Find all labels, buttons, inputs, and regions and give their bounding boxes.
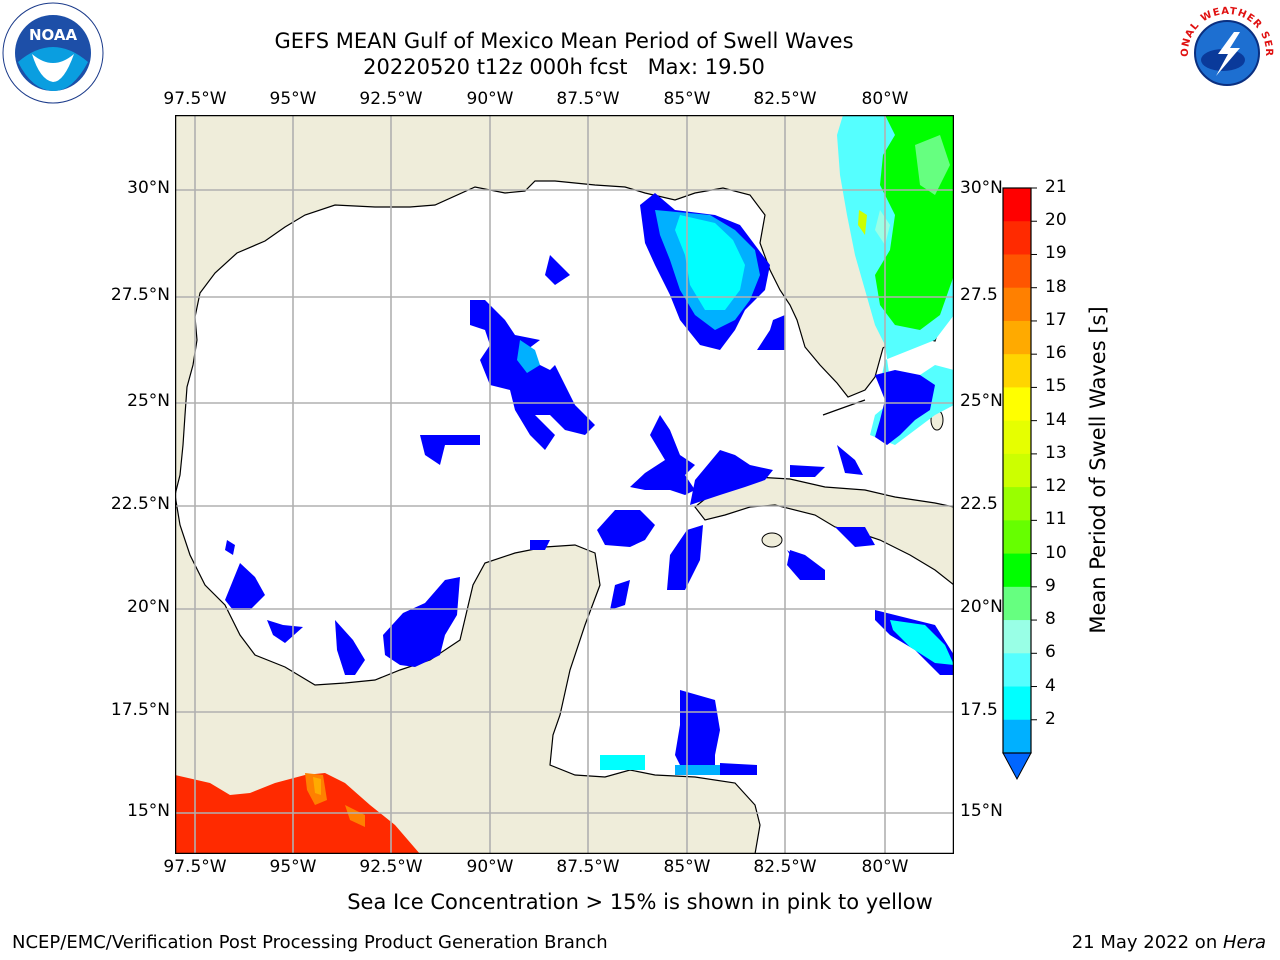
land-mexico — [174, 494, 761, 855]
lon-tick-top: 80°W — [861, 89, 909, 109]
colorbar-segment — [1003, 586, 1031, 621]
colorbar-tick-label: 21 — [1045, 177, 1067, 197]
lon-tick-top: 82.5°W — [753, 89, 817, 109]
lat-tick-left: 22.5°N — [110, 494, 170, 514]
colorbar-tick-label: 16 — [1045, 343, 1067, 364]
colorbar-segment — [1003, 487, 1031, 521]
colorbar-tick-label: 2 — [1045, 708, 1056, 729]
chart-subtitle: 20220520 t12z 000h fcst Max: 19.50 — [363, 55, 765, 79]
colorbar-tick-label: 6 — [1045, 642, 1056, 663]
footer-branch: NCEP/EMC/Verification Post Processing Pr… — [12, 932, 608, 953]
swell-field — [175, 115, 954, 854]
colorbar-segment — [1003, 287, 1031, 322]
colorbar-tick-label: 19 — [1045, 243, 1067, 264]
chart-title: GEFS MEAN Gulf of Mexico Mean Period of … — [274, 29, 854, 53]
lat-tick-left: 30°N — [127, 178, 170, 198]
colorbar-tick-label: 13 — [1045, 442, 1067, 463]
lat-tick-left: 25°N — [127, 391, 170, 411]
footer-date: 21 May 2022 on Hera — [1072, 932, 1266, 953]
colorbar-tick-label: 20 — [1045, 210, 1067, 231]
graticule — [175, 115, 954, 854]
colorbar-segment — [1003, 686, 1031, 721]
colorbar-tick-label: 9 — [1045, 575, 1056, 596]
florida-keys — [822, 399, 866, 416]
isla-juventud — [761, 532, 783, 548]
lat-tick-left: 15°N — [127, 801, 170, 821]
colorbar-segment — [1003, 221, 1031, 255]
colorbar-segment — [1003, 653, 1031, 688]
colorbar-tick-label: 4 — [1045, 675, 1056, 696]
lat-tick-right: 25°N — [960, 391, 1003, 411]
colorbar-segment — [1003, 420, 1031, 455]
sea-ice-caption: Sea Ice Concentration > 15% is shown in … — [347, 890, 933, 914]
lat-tick-right: 30°N — [960, 178, 1003, 198]
lat-tick-right: 15°N — [960, 801, 1003, 821]
colorbar-tick-label: 17 — [1045, 309, 1067, 330]
lat-tick-left: 20°N — [127, 597, 170, 617]
colorbar-extend-triangle — [1002, 752, 1032, 781]
map-frame — [174, 114, 955, 855]
lat-tick-left: 27.5°N — [110, 285, 170, 305]
footer-date-text: 21 May 2022 on — [1071, 932, 1223, 953]
lat-tick-right: 17.5 — [960, 700, 998, 720]
colorbar-segment — [1003, 520, 1031, 555]
colorbar-segment — [1003, 188, 1031, 222]
colorbar — [995, 180, 1055, 790]
lon-tick-bottom: 87.5°W — [556, 857, 620, 877]
colorbar-segment — [1003, 620, 1031, 654]
noaa-logo-icon: NOAA — [2, 2, 104, 104]
footer-host: Hera — [1222, 932, 1266, 953]
colorbar-segment — [1003, 453, 1031, 488]
colorbar-tick-label: 14 — [1045, 409, 1067, 430]
colorbar-tick-label: 8 — [1045, 609, 1056, 630]
colorbar-segment — [1003, 320, 1031, 355]
lon-tick-bottom: 92.5°W — [359, 857, 423, 877]
lon-tick-top: 92.5°W — [359, 89, 423, 109]
colorbar-segment — [1003, 254, 1031, 289]
lon-tick-top: 95°W — [269, 89, 317, 109]
colorbar-label: Mean Period of Swell Waves [s] — [1086, 306, 1110, 634]
lon-tick-top: 85°W — [663, 89, 711, 109]
lon-tick-bottom: 80°W — [861, 857, 909, 877]
nws-logo-icon: NATIONAL WEATHER SERVICE — [1171, 0, 1278, 104]
colorbar-segment — [1003, 354, 1031, 388]
lon-tick-top: 97.5°W — [163, 89, 227, 109]
svg-text:NOAA: NOAA — [29, 26, 78, 44]
lat-tick-left: 17.5°N — [110, 700, 170, 720]
lat-tick-right: 27.5 — [960, 285, 998, 305]
colorbar-tick-label: 15 — [1045, 376, 1067, 397]
colorbar-segment — [1003, 553, 1031, 588]
colorbar-tick-label: 11 — [1045, 509, 1067, 530]
lon-tick-bottom: 95°W — [269, 857, 317, 877]
map-panel — [174, 114, 955, 855]
colorbar-tick-label: 10 — [1045, 542, 1067, 563]
lon-tick-top: 87.5°W — [556, 89, 620, 109]
lat-tick-right: 20°N — [960, 597, 1003, 617]
lat-tick-right: 22.5 — [960, 494, 998, 514]
lon-tick-top: 90°W — [466, 89, 514, 109]
lon-tick-bottom: 85°W — [663, 857, 711, 877]
lon-tick-bottom: 90°W — [466, 857, 514, 877]
colorbar-frame — [1002, 187, 1032, 754]
colorbar-segment — [1003, 719, 1031, 754]
lon-tick-bottom: 97.5°W — [163, 857, 227, 877]
colorbar-tick-label: 12 — [1045, 476, 1067, 497]
colorbar-segment — [1003, 387, 1031, 422]
colorbar-tick-label: 18 — [1045, 276, 1067, 297]
lon-tick-bottom: 82.5°W — [753, 857, 817, 877]
